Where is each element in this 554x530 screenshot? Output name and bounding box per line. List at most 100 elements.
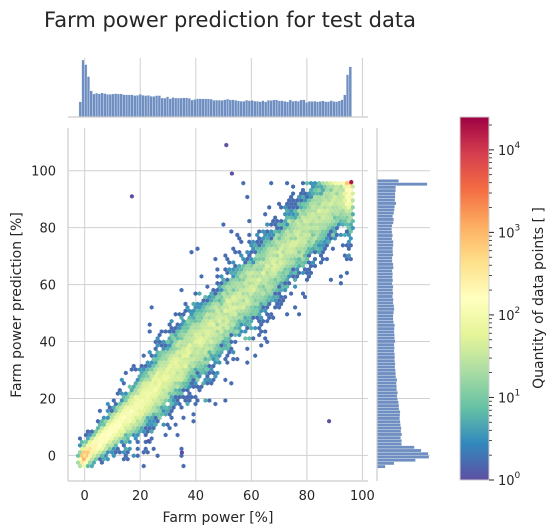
hexbin-cell — [225, 284, 230, 289]
hexbin-cell — [249, 270, 254, 276]
hexbin-cell — [336, 215, 341, 220]
hexbin-cell — [141, 401, 146, 407]
hexbin-cell — [297, 194, 301, 200]
hexbin-cell — [185, 353, 190, 358]
hexbin-cell — [255, 274, 260, 279]
hexbin-cell — [245, 312, 250, 317]
hexbin-cell — [348, 243, 353, 248]
hexbin-cell — [313, 222, 317, 227]
hexbin-cell — [275, 232, 280, 238]
hexbin-cell — [223, 356, 228, 362]
hexbin-cell — [189, 367, 194, 372]
hexbin-cell — [279, 294, 284, 300]
hexbin-cell — [255, 294, 260, 300]
marginal-x-bar — [163, 97, 167, 118]
hexbin-cell — [201, 367, 206, 372]
hexbin-cell — [131, 418, 136, 424]
hexbin-cell — [307, 274, 311, 279]
hexbin-cell — [281, 222, 286, 227]
hexbin-cell — [233, 249, 238, 255]
hexbin-cell — [195, 349, 200, 355]
hexbin-cell — [267, 280, 272, 286]
hexbin-cell — [173, 401, 178, 407]
hexbin-cell — [275, 246, 280, 252]
hexbin-cell — [95, 432, 100, 438]
hexbin-cell — [139, 412, 144, 417]
hexbin-cell — [185, 325, 190, 331]
hexbin-cell — [163, 432, 168, 438]
hexbin-cell — [173, 422, 178, 427]
hexbin-cell — [237, 236, 242, 241]
hexbin-cell — [223, 322, 228, 327]
hexbin-cell — [133, 401, 138, 407]
outlier-cell — [229, 171, 234, 176]
hexbin-cell — [255, 260, 260, 265]
hexbin-cell — [76, 460, 80, 465]
hexbin-cell — [257, 325, 262, 331]
hexbin-cell — [143, 363, 148, 369]
hexbin-cell — [163, 363, 168, 369]
hexbin-cell — [225, 353, 230, 358]
hexbin-cell — [195, 301, 200, 307]
hexbin-cell — [207, 398, 212, 403]
hexbin-cell — [293, 249, 298, 255]
hexbin-cell — [195, 363, 200, 369]
hexbin-cell — [227, 287, 232, 293]
hexbin-cell — [145, 429, 150, 434]
hexbin-cell — [287, 260, 292, 265]
hexbin-cell — [309, 208, 313, 214]
hexbin-cell — [145, 422, 150, 427]
hexbin-cell — [193, 360, 198, 365]
hexbin-cell — [348, 256, 353, 262]
marginal-y-bar — [376, 240, 394, 244]
marginal-y-bar — [376, 346, 395, 350]
y-tick-label: 60 — [39, 279, 56, 294]
hexbin-cell — [177, 367, 182, 372]
hexbin-cell — [187, 343, 192, 348]
hexbin-cell — [297, 249, 301, 255]
marginal-y-bar — [376, 355, 395, 360]
hexbin-cell — [223, 315, 228, 321]
hexbin-cell — [261, 318, 266, 324]
hexbin-cell — [269, 180, 274, 186]
marginal-x-bar — [136, 95, 140, 118]
marginal-x-bar — [152, 96, 156, 118]
hexbin-cell — [101, 443, 106, 448]
hexbin-cell — [185, 381, 190, 386]
hexbin-cell — [153, 346, 158, 352]
hexbin-cell — [141, 387, 146, 393]
outlier-cell — [224, 142, 229, 148]
hexbin-cell — [223, 343, 228, 348]
hexbin-cell — [301, 194, 305, 200]
hexbin-cell — [109, 450, 114, 455]
hexbin-cell — [217, 305, 222, 310]
hexbin-cell — [267, 274, 272, 279]
hexbin-cell — [259, 294, 264, 300]
hexbin-cell — [295, 239, 300, 245]
hexbin-cell — [201, 360, 206, 365]
hexbin-cell — [303, 246, 307, 252]
hexbin-cell — [285, 236, 290, 241]
hexbin-cell — [303, 267, 307, 272]
hexbin-cell — [336, 208, 341, 214]
hexbin-cell — [348, 236, 353, 241]
hexbin-cell — [107, 439, 112, 445]
hexbin-cell — [91, 439, 96, 445]
hexbin-cell — [265, 243, 270, 248]
marginal-y-bar — [376, 246, 393, 251]
hexbin-cell — [93, 436, 98, 441]
hexbin-cell — [131, 363, 136, 369]
hexbin-cell — [287, 246, 292, 252]
hexbin-cell — [183, 343, 188, 348]
hexbin-cell — [149, 408, 154, 414]
hexbin-cell — [127, 412, 132, 417]
hexbin-cell — [350, 184, 355, 189]
hexbin-cell — [303, 205, 307, 210]
hexbin-cell — [311, 205, 315, 210]
hexbin-cell — [189, 249, 194, 255]
hexbin-cell — [183, 301, 188, 307]
hexbin-cell — [217, 318, 222, 324]
hexbin-cell — [175, 363, 180, 369]
hexbin-cell — [161, 346, 166, 352]
